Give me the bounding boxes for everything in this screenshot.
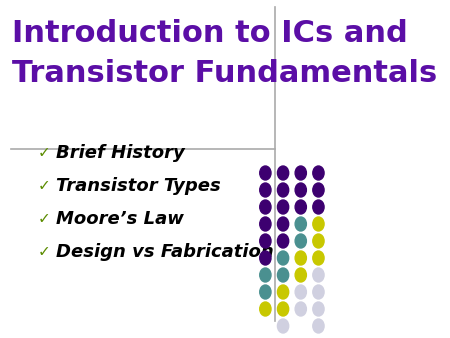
Circle shape — [278, 200, 289, 214]
Circle shape — [260, 234, 271, 248]
Text: ✓: ✓ — [38, 145, 50, 161]
Circle shape — [278, 268, 289, 282]
Circle shape — [313, 217, 324, 231]
Circle shape — [295, 166, 306, 180]
Circle shape — [260, 302, 271, 316]
Circle shape — [278, 183, 289, 197]
Circle shape — [313, 319, 324, 333]
Circle shape — [313, 200, 324, 214]
Circle shape — [260, 217, 271, 231]
Circle shape — [313, 268, 324, 282]
Text: Moore’s Law: Moore’s Law — [56, 210, 184, 228]
Circle shape — [295, 234, 306, 248]
Circle shape — [313, 251, 324, 265]
Circle shape — [278, 285, 289, 299]
Circle shape — [313, 285, 324, 299]
Circle shape — [260, 166, 271, 180]
Circle shape — [260, 183, 271, 197]
Text: ✓: ✓ — [38, 212, 50, 226]
Text: ✓: ✓ — [38, 244, 50, 260]
Circle shape — [295, 200, 306, 214]
Text: Transistor Fundamentals: Transistor Fundamentals — [12, 59, 437, 88]
Circle shape — [278, 319, 289, 333]
Circle shape — [260, 285, 271, 299]
Circle shape — [313, 302, 324, 316]
Circle shape — [260, 251, 271, 265]
Circle shape — [260, 200, 271, 214]
Text: Introduction to ICs and: Introduction to ICs and — [12, 19, 408, 48]
Text: Design vs Fabrication: Design vs Fabrication — [56, 243, 274, 261]
Circle shape — [278, 234, 289, 248]
Circle shape — [295, 285, 306, 299]
Text: ✓: ✓ — [38, 178, 50, 193]
Circle shape — [295, 217, 306, 231]
Circle shape — [278, 251, 289, 265]
Circle shape — [313, 183, 324, 197]
Text: Transistor Types: Transistor Types — [56, 177, 221, 195]
Text: Brief History: Brief History — [56, 144, 185, 162]
Circle shape — [295, 268, 306, 282]
Circle shape — [278, 166, 289, 180]
Circle shape — [260, 268, 271, 282]
Circle shape — [295, 183, 306, 197]
Circle shape — [278, 302, 289, 316]
Circle shape — [313, 234, 324, 248]
Circle shape — [313, 166, 324, 180]
Circle shape — [295, 302, 306, 316]
Circle shape — [295, 251, 306, 265]
Circle shape — [278, 217, 289, 231]
